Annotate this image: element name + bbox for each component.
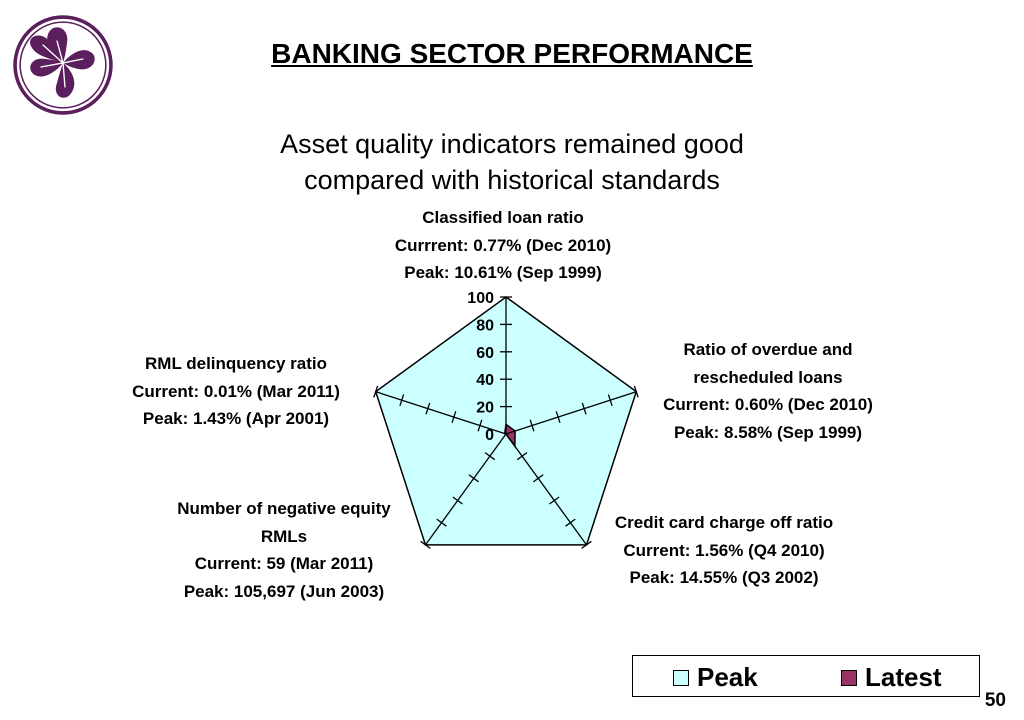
axis-label-rml-delinquency-ratio: RML delinquency ratio Current: 0.01% (Ma… bbox=[86, 350, 386, 433]
axis-label-line: Currrent: 0.77% (Dec 2010) bbox=[394, 235, 612, 255]
axis-label-line: Classified loan ratio bbox=[422, 208, 584, 227]
radar-tick-mark bbox=[633, 385, 639, 398]
radar-tick-mark bbox=[529, 419, 535, 432]
subtitle-line-2: compared with historical standards bbox=[304, 165, 720, 195]
radar-tick-mark bbox=[555, 411, 561, 423]
axis-label-credit-card-charge-off: Credit card charge off ratio Current: 1.… bbox=[574, 509, 874, 592]
radar-tick-mark bbox=[581, 402, 587, 415]
axis-label-line: Number of negative equity bbox=[177, 499, 391, 518]
page-number: 50 bbox=[984, 690, 1006, 711]
radar-tick-mark bbox=[436, 518, 447, 527]
axis-label-line: Ratio of overdue and bbox=[683, 340, 853, 359]
radar-tick-mark bbox=[484, 452, 496, 461]
radar-axis-spoke bbox=[375, 391, 507, 435]
radar-tick-mark bbox=[399, 394, 405, 407]
radar-tick-mark bbox=[516, 452, 528, 461]
radial-tick-label: 20 bbox=[476, 400, 494, 417]
chart-legend: Peak Latest bbox=[632, 655, 980, 697]
axis-label-line: Peak: 105,697 (Jun 2003) bbox=[183, 581, 385, 601]
radar-tick-mark bbox=[468, 474, 480, 483]
legend-swatch-latest bbox=[841, 669, 857, 686]
axis-label-line: rescheduled loans bbox=[693, 367, 843, 387]
axis-label-line: Peak: 1.43% (Apr 2001) bbox=[142, 409, 330, 428]
radar-tick-mark bbox=[425, 402, 431, 415]
legend-item-peak: Peak bbox=[673, 662, 758, 693]
radial-tick-label: 0 bbox=[485, 427, 494, 444]
radar-tick-mark bbox=[477, 419, 483, 432]
radar-axis-spoke bbox=[505, 391, 637, 435]
axis-label-line: Peak: 14.55% (Q3 2002) bbox=[629, 568, 819, 587]
axis-label-line: Current: 0.60% (Dec 2010) bbox=[663, 395, 873, 414]
axis-label-line: Peak: 8.58% (Sep 1999) bbox=[673, 422, 863, 442]
hong-kong-bauhinia-logo bbox=[13, 15, 113, 115]
page-title: BANKING SECTOR PERFORMANCE bbox=[271, 38, 753, 69]
radar-tick-mark bbox=[607, 394, 613, 407]
radar-tick-mark bbox=[452, 496, 463, 505]
radial-tick-label: 80 bbox=[476, 317, 494, 334]
radar-tick-mark bbox=[549, 496, 560, 505]
axis-label-line: RML delinquency ratio bbox=[145, 354, 327, 373]
radar-axis-spoke bbox=[505, 433, 588, 546]
axis-label-classified-loan-ratio: Classified loan ratio Currrent: 0.77% (D… bbox=[353, 204, 653, 287]
legend-swatch-peak bbox=[673, 669, 689, 686]
legend-label-peak: Peak bbox=[697, 662, 758, 692]
radial-tick-label: 60 bbox=[476, 345, 494, 362]
axis-label-overdue-rescheduled-ratio: Ratio of overdue and rescheduled loans C… bbox=[618, 336, 918, 446]
axis-label-negative-equity-rmls: Number of negative equity RMLs Current: … bbox=[134, 495, 434, 605]
axis-label-line: RMLs bbox=[260, 526, 308, 546]
axis-label-line: Peak: 10.61% (Sep 1999) bbox=[404, 263, 602, 282]
axis-label-line: Current: 1.56% (Q4 2010) bbox=[623, 540, 825, 560]
radar-tick-mark bbox=[565, 518, 576, 527]
subtitle-line-1: Asset quality indicators remained good bbox=[280, 129, 744, 159]
axis-label-line: Current: 0.01% (Mar 2011) bbox=[132, 381, 340, 401]
legend-item-latest: Latest bbox=[841, 662, 942, 693]
radar-tick-mark bbox=[373, 385, 379, 398]
radar-tick-mark bbox=[420, 540, 431, 549]
page-subtitle: Asset quality indicators remained good c… bbox=[0, 126, 1024, 198]
radar-tick-mark bbox=[581, 540, 592, 549]
radial-tick-label: 40 bbox=[476, 372, 494, 389]
axis-label-line: Credit card charge off ratio bbox=[614, 513, 834, 532]
axis-label-line: Current: 59 (Mar 2011) bbox=[194, 554, 374, 573]
legend-label-latest: Latest bbox=[865, 662, 942, 692]
radial-tick-label: 100 bbox=[467, 290, 494, 307]
radar-axis-spoke bbox=[424, 433, 507, 546]
radar-tick-mark bbox=[451, 411, 457, 423]
radar-tick-mark bbox=[532, 474, 544, 483]
